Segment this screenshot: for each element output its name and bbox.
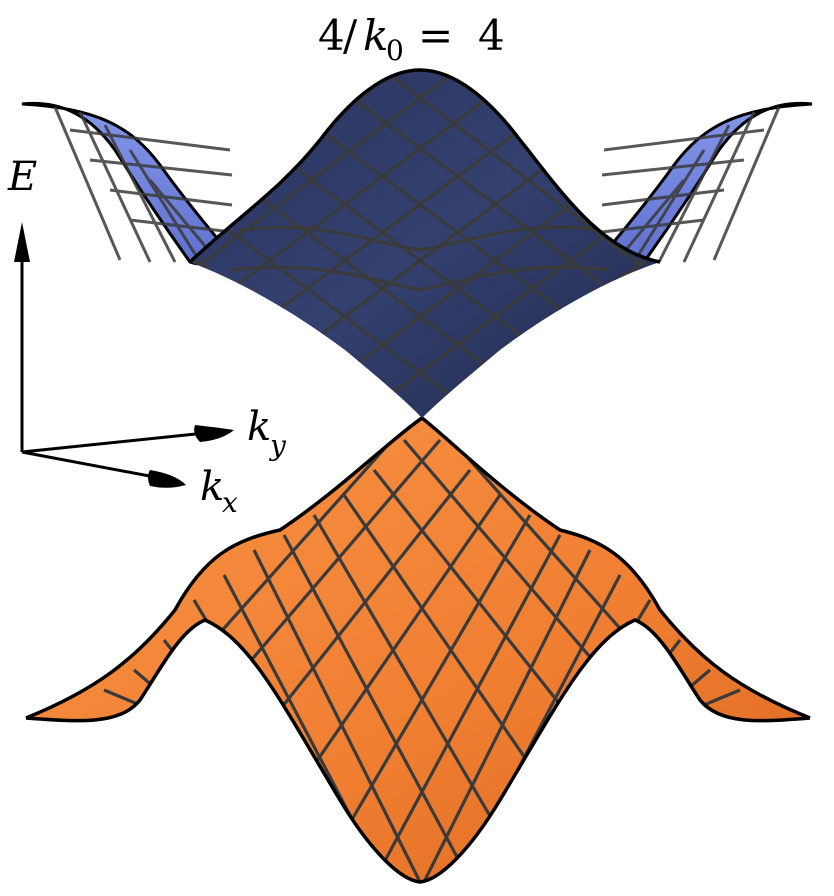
title-rhs: 4 bbox=[478, 11, 505, 60]
plot-title: 4 / k 0 = 4 bbox=[318, 11, 505, 67]
upper-band-right-wing bbox=[599, 101, 813, 266]
title-numerator: 4 bbox=[318, 11, 345, 60]
ky-axis-subscript: y bbox=[268, 429, 287, 462]
kx-arrowhead bbox=[148, 470, 186, 488]
ky-axis bbox=[21, 430, 216, 454]
kx-axis-label: k bbox=[200, 464, 224, 510]
upper-band-surface bbox=[188, 68, 661, 418]
ky-arrowhead bbox=[194, 425, 234, 442]
energy-arrowhead bbox=[14, 222, 30, 262]
lower-band-surface bbox=[25, 416, 811, 884]
kx-axis-subscript: x bbox=[222, 486, 238, 519]
kx-axis bbox=[21, 450, 161, 480]
title-subscript: 0 bbox=[386, 34, 404, 67]
upper-band-left-wing bbox=[21, 101, 235, 266]
title-symbol: k bbox=[363, 11, 388, 60]
title-equals: = bbox=[418, 11, 453, 60]
axes-indicator: E k y k x bbox=[7, 154, 287, 519]
ky-axis-label: k bbox=[247, 404, 271, 450]
energy-axis-label: E bbox=[7, 154, 37, 200]
title-slash: / bbox=[343, 11, 358, 60]
